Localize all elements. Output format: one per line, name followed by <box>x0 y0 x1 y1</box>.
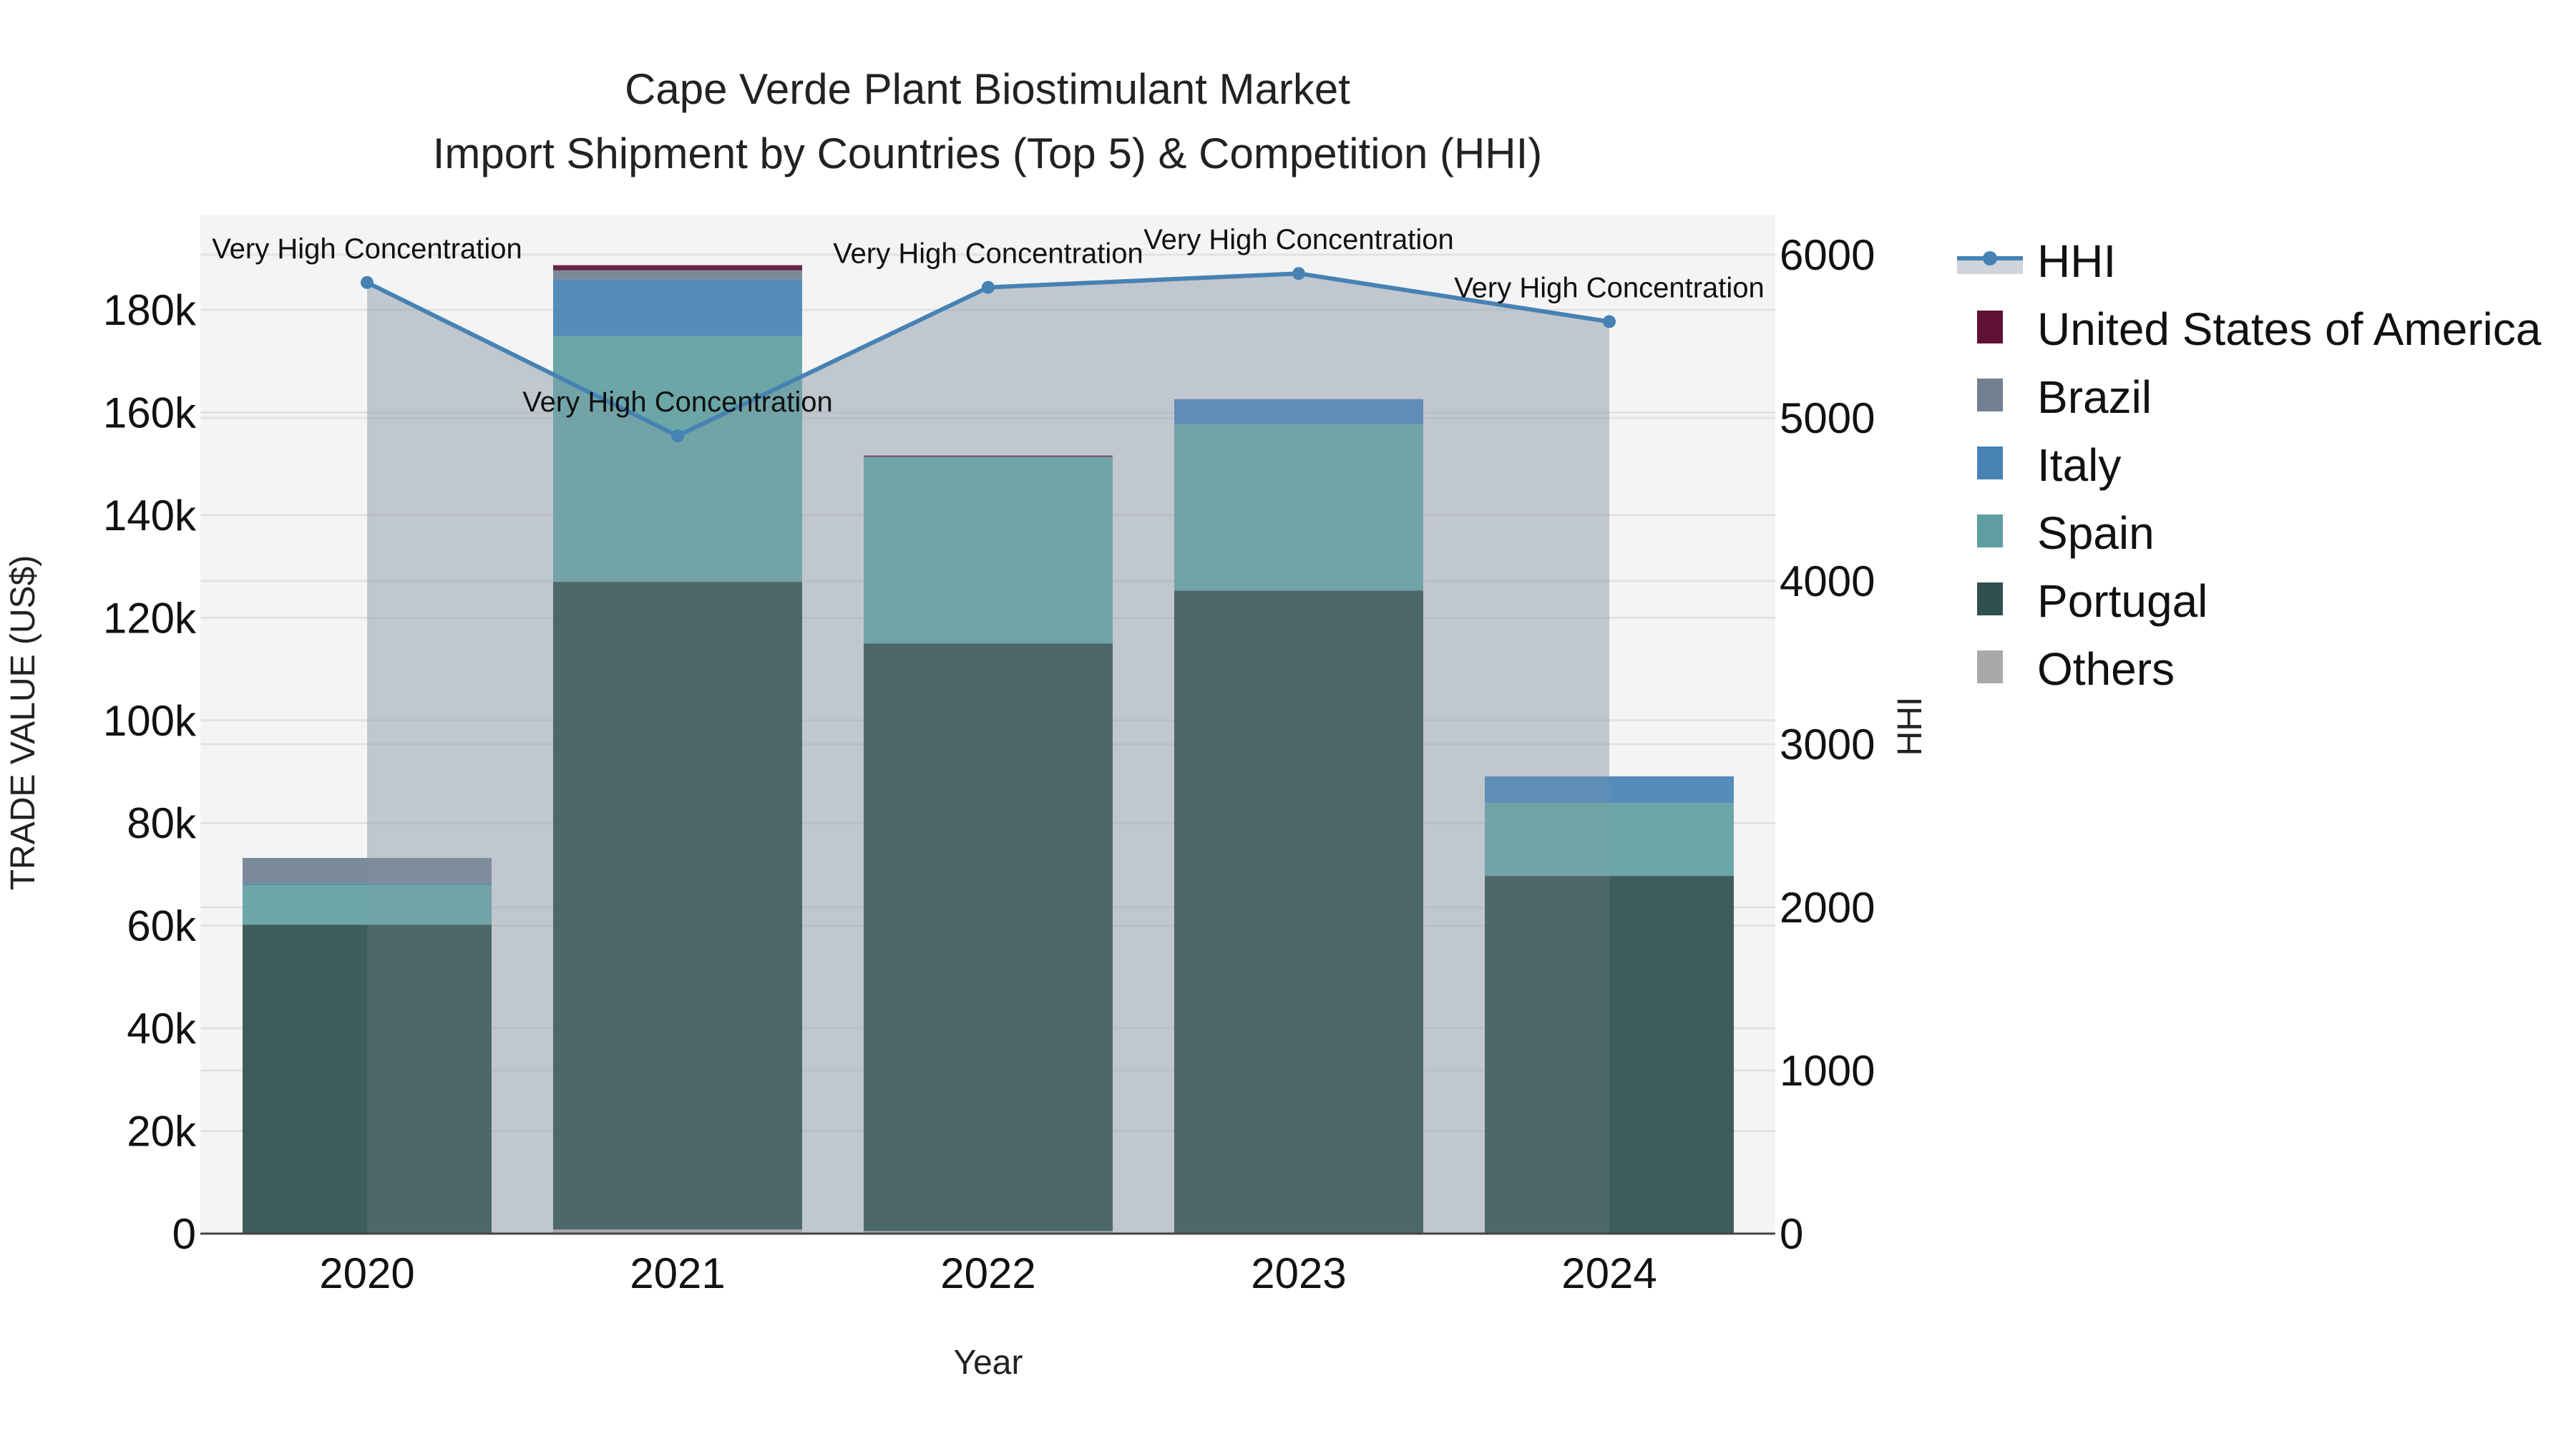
y-tick-label: 140k <box>103 492 197 540</box>
hhi-annotation: Very High Concentration <box>1143 224 1454 255</box>
chart-title-line-1: Cape Verde Plant Biostimulant Market <box>625 65 1350 113</box>
hhi-annotation: Very High Concentration <box>833 238 1143 270</box>
legend-item-italy[interactable]: Italy <box>1977 439 2121 491</box>
y2-tick-label: 3000 <box>1780 721 1875 769</box>
x-tick-label: 2020 <box>319 1249 414 1297</box>
y-axis-title: TRADE VALUE (US$) <box>4 555 42 891</box>
legend-label: Others <box>2037 643 2175 695</box>
legend-item-united-states-of-america[interactable]: United States of America <box>1977 303 2542 355</box>
bar-stack-2020 <box>243 857 492 1234</box>
bar-stack-2022 <box>864 455 1113 1234</box>
y-tick-label: 160k <box>103 389 197 436</box>
legend-item-hhi[interactable]: HHI <box>1957 235 2116 287</box>
x-axis-title: Year <box>954 1344 1023 1382</box>
bar-segment-united-states-of-america <box>553 265 802 270</box>
y-tick-label: 0 <box>172 1210 196 1258</box>
legend-swatch <box>1977 514 2003 547</box>
bar-segment-italy <box>243 883 492 886</box>
legend-swatch <box>1977 447 2003 479</box>
bar-stack-2023 <box>1174 399 1423 1234</box>
hhi-marker <box>1292 267 1305 280</box>
legend-label: United States of America <box>2037 303 2542 355</box>
bar-stack-2024 <box>1485 776 1734 1234</box>
x-tick-label: 2021 <box>630 1249 725 1297</box>
hhi-marker <box>982 280 995 294</box>
bar-stack-2021 <box>553 265 802 1234</box>
axes: 0 20k 40k 60k 80k 100k 120k 140k 160k 180k 0 1000 20… <box>103 231 1875 1297</box>
y2-tick-label: 2000 <box>1780 884 1875 932</box>
hhi-line <box>361 267 1616 443</box>
legend-label: Portugal <box>2037 575 2207 627</box>
y2-tick-label: 6000 <box>1780 231 1875 279</box>
legend-hhi-fill-swatch <box>1957 258 2023 274</box>
y-tick-label: 180k <box>103 286 197 334</box>
bar-segment-italy <box>553 279 802 336</box>
bar-segment-italy <box>1485 776 1734 804</box>
y2-tick-label: 4000 <box>1780 557 1875 605</box>
y2-axis-title: HHI <box>1891 697 1929 756</box>
legend-label: Spain <box>2037 507 2155 559</box>
bar-segment-italy <box>1174 399 1423 424</box>
bar-segment-brazil <box>243 857 492 884</box>
y-tick-label: 80k <box>127 799 197 847</box>
y2-tick-label: 5000 <box>1780 394 1875 442</box>
hhi-marker <box>671 429 684 443</box>
bar-segment-spain <box>1485 803 1734 877</box>
legend-hhi-marker <box>1983 251 1997 265</box>
hhi-area-overlay <box>367 273 1609 1234</box>
bar-segment-portugal <box>243 924 492 1234</box>
y2-tick-label: 1000 <box>1780 1047 1875 1095</box>
legend: HHI United States of America Brazil Italy Sp… <box>1957 235 2542 695</box>
bar-segment-spain <box>1174 424 1423 591</box>
hhi-annotation: Very High Concentration <box>522 386 833 418</box>
x-tick-label: 2023 <box>1251 1249 1346 1297</box>
bar-segment-portugal <box>864 643 1113 1231</box>
bar-segment-portugal <box>553 582 802 1230</box>
bar-segment-brazil <box>553 270 802 280</box>
bar-segment-portugal <box>1174 590 1423 1234</box>
legend-item-others[interactable]: Others <box>1977 643 2175 695</box>
bar-segment-united-states-of-america <box>864 455 1113 457</box>
x-tick-label: 2022 <box>940 1249 1035 1297</box>
y-tick-label: 40k <box>127 1005 197 1053</box>
bar-segment-portugal <box>1485 876 1734 1234</box>
legend-swatch <box>1977 311 2003 343</box>
legend-label: Brazil <box>2037 371 2152 423</box>
legend-label: Italy <box>2037 439 2121 491</box>
legend-item-spain[interactable]: Spain <box>1977 507 2155 559</box>
legend-swatch <box>1977 379 2003 411</box>
bar-segment-spain <box>864 457 1113 644</box>
hhi-annotation: Very High Concentration <box>212 233 522 265</box>
y-tick-label: 20k <box>127 1108 197 1156</box>
y2-tick-label: 0 <box>1780 1210 1803 1258</box>
bar-segment-others <box>864 1231 1113 1234</box>
legend-item-brazil[interactable]: Brazil <box>1977 371 2152 423</box>
legend-label: HHI <box>2037 235 2116 287</box>
legend-swatch <box>1977 650 2003 683</box>
hhi-marker <box>1603 315 1616 328</box>
legend-swatch <box>1977 582 2003 615</box>
x-tick-label: 2024 <box>1561 1249 1657 1297</box>
legend-item-portugal[interactable]: Portugal <box>1977 575 2207 627</box>
y-tick-label: 120k <box>103 594 197 642</box>
chart-title: Cape Verde Plant Biostimulant Market Imp… <box>433 65 1543 177</box>
hhi-marker <box>361 275 374 289</box>
stacked-bars <box>243 265 1734 1234</box>
bar-segment-spain <box>243 885 492 925</box>
y-tick-label: 60k <box>127 902 197 950</box>
bar-segment-others <box>553 1229 802 1234</box>
bar-segment-spain <box>553 336 802 582</box>
hhi-annotation: Very High Concentration <box>1454 272 1765 303</box>
chart-subtitle: Import Shipment by Countries (Top 5) & C… <box>433 130 1543 177</box>
y-tick-label: 100k <box>103 697 197 745</box>
